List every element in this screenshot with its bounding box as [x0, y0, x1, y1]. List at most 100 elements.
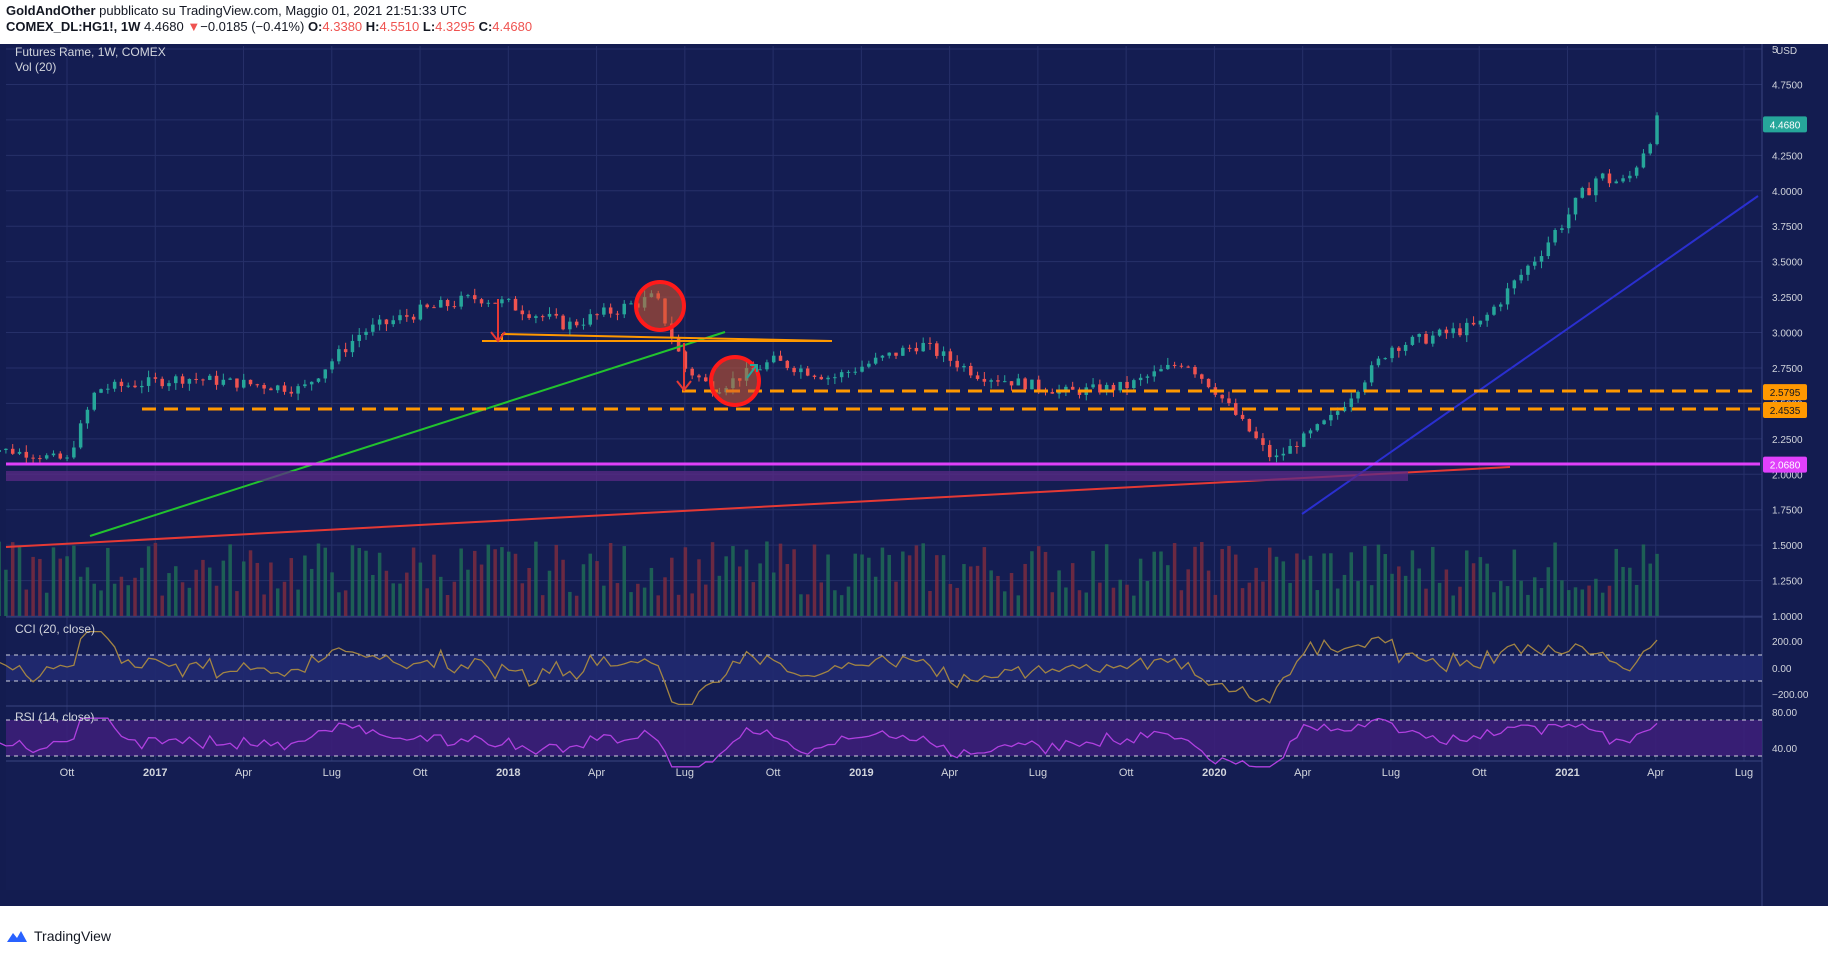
volume-bar [520, 583, 525, 616]
volume-bar [1410, 550, 1415, 616]
retest-circle[interactable] [709, 355, 761, 407]
candle-body [1050, 392, 1055, 394]
volume-bar [1322, 553, 1326, 616]
footer-brand[interactable]: TradingView [6, 926, 111, 946]
volume-bar [663, 577, 667, 616]
volume-bar [1397, 566, 1401, 616]
time-tick-label: Apr [941, 767, 958, 779]
candle-body [941, 351, 946, 356]
candle-body [574, 321, 579, 326]
candle-body [880, 355, 885, 358]
candle-body [65, 457, 69, 459]
volume-bar [921, 543, 925, 616]
candle-body [1023, 378, 1027, 390]
volume-bar [513, 553, 518, 616]
candle-body [887, 352, 891, 356]
open-label: O: [307, 19, 323, 34]
candle-body [1030, 379, 1034, 390]
candle-body [1247, 418, 1252, 432]
price-tick-label: 3.5000 [1772, 258, 1803, 269]
volume-bar [323, 547, 328, 616]
volume-bar [432, 554, 436, 616]
volume-bar [1492, 592, 1496, 616]
volume-bar [724, 556, 728, 616]
volume-bar [1064, 587, 1068, 616]
candle-body [4, 448, 8, 450]
volume-bar [1145, 580, 1150, 616]
time-tick-label: Ott [413, 767, 428, 779]
candle-body [1641, 153, 1646, 168]
price-label-tag [1763, 116, 1807, 133]
volume-bar [670, 557, 674, 616]
candle-body [1471, 322, 1476, 325]
candle-body [1390, 347, 1394, 359]
volume-bar [472, 550, 477, 616]
volume-bar [1274, 556, 1279, 616]
candle-body [520, 310, 525, 315]
chart-canvas[interactable]: 54.75004.50004.25004.00003.75003.50003.2… [0, 44, 1828, 906]
rsi-line [0, 717, 1658, 768]
time-tick-label: Lug [676, 767, 694, 779]
volume-bar [547, 570, 552, 616]
volume-bar [1070, 563, 1075, 616]
volume-bar [343, 590, 348, 616]
volume-bar [1424, 588, 1428, 616]
blue-trendline[interactable] [1301, 195, 1759, 515]
time-tick-label: 2021 [1555, 767, 1579, 779]
time-tick-label: 2017 [143, 767, 167, 779]
candle-body [1614, 181, 1619, 184]
candle-body [1526, 265, 1530, 275]
candle-body [1342, 406, 1347, 412]
candle-body [914, 347, 919, 352]
candle-body [1125, 381, 1129, 389]
candle-body [792, 367, 796, 373]
candle-body [92, 392, 96, 410]
candle-body [561, 315, 565, 330]
volume-bar [92, 583, 96, 616]
candle-body [935, 343, 939, 356]
candle-body [1254, 431, 1258, 439]
candle-body [1546, 242, 1551, 257]
candle-body [1403, 344, 1408, 351]
candle-body [1335, 411, 1340, 415]
drawings[interactable] [5, 195, 1760, 548]
volume-bar [1349, 552, 1354, 616]
candle-body [1492, 306, 1496, 315]
volume-bar [771, 572, 776, 616]
cci-band [6, 655, 1762, 681]
volume-bar [568, 591, 572, 616]
chart-area[interactable]: 54.75004.50004.25004.00003.75003.50003.2… [0, 44, 1828, 906]
time-tick-label: Ott [1472, 767, 1487, 779]
candle-body [180, 376, 185, 384]
price-tick-label: 4.0000 [1772, 187, 1803, 198]
candle-body [928, 342, 932, 344]
volume-bar [1023, 563, 1027, 616]
candle-body [826, 377, 830, 380]
volume-bar [1098, 582, 1102, 616]
candle-body [493, 302, 497, 304]
candle-body [1098, 384, 1102, 393]
volume-bar [1227, 545, 1231, 616]
volume-bar [1077, 590, 1082, 616]
candle-body [588, 314, 593, 325]
volume-bar [1159, 551, 1163, 616]
candle-body [167, 383, 171, 387]
candle-body [1485, 314, 1489, 321]
breakout-circle[interactable] [634, 280, 686, 332]
volume-bar [1356, 581, 1360, 616]
time-tick-label: Lug [1029, 767, 1047, 779]
candle-body [1458, 328, 1462, 336]
candle-body [51, 453, 56, 456]
time-axis[interactable]: Ott 2017 Apr Lug Ott 2018 Apr Lug Ott 2019 Apr Lug O… [60, 767, 1754, 779]
volume-bar [1376, 544, 1381, 616]
triangle-top-line[interactable] [501, 333, 833, 342]
candle-body [1349, 398, 1354, 407]
candle-body [996, 380, 1000, 382]
author-name[interactable]: GoldAndOther [6, 3, 96, 18]
volume-bar [4, 569, 8, 616]
candle-body [160, 378, 164, 387]
volume-bar [1458, 586, 1462, 616]
price-label-text: 4.4680 [1770, 120, 1801, 131]
green-trendline[interactable] [89, 331, 726, 537]
volume-bar [561, 559, 565, 616]
